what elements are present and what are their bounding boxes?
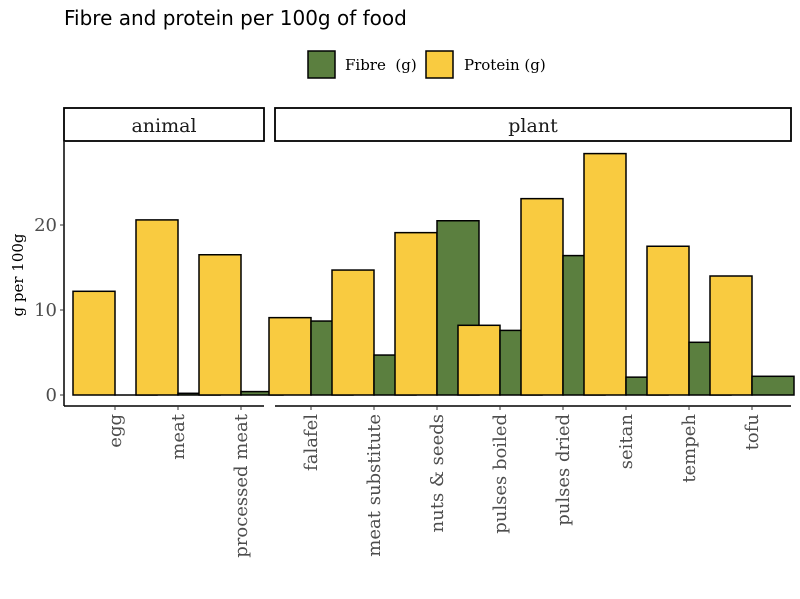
- bar-protein-egg: [72, 290, 116, 396]
- facet-label-animal: animal: [131, 115, 196, 137]
- facet-strip-plant: [274, 107, 792, 142]
- bar-fibre-tofu: [751, 375, 795, 396]
- y-tick-label: 20: [34, 215, 57, 236]
- bar-protein-pulses-boiled: [457, 324, 501, 396]
- legend-swatch-protein: [425, 50, 454, 79]
- bar-protein-nuts-seeds: [394, 231, 438, 396]
- x-tick-label: falafel: [301, 414, 322, 471]
- legend-swatch-fibre: [307, 50, 336, 79]
- y-axis-label: g per 100g: [9, 233, 27, 316]
- bar-protein-pulses-dried: [520, 197, 564, 396]
- bar-protein-meat-substitute: [331, 269, 375, 396]
- legend-label-fibre: Fibre (g): [345, 56, 417, 74]
- x-tick-label: nuts & seeds: [427, 414, 448, 532]
- x-tick-label: meat: [168, 413, 189, 459]
- x-tick-label: seitan: [616, 414, 637, 470]
- bar-protein-seitan: [583, 152, 627, 396]
- x-tick-label: tempeh: [679, 414, 700, 483]
- x-tick-label: meat substitute: [364, 414, 385, 557]
- bar-protein-processed-meat: [198, 254, 242, 396]
- bar-protein-tempeh: [646, 245, 690, 396]
- legend-label-protein: Protein (g): [464, 56, 546, 74]
- y-tick-label: 0: [46, 385, 57, 406]
- bar-protein-tofu: [709, 275, 753, 396]
- x-tick-label: tofu: [742, 414, 763, 450]
- legend: Fibre (g) Protein (g): [307, 50, 546, 79]
- x-tick-label: processed meat: [231, 413, 252, 558]
- bar-protein-meat: [135, 219, 179, 396]
- facet-label-plant: plant: [508, 115, 558, 137]
- bar-protein-falafel: [268, 316, 312, 396]
- y-tick-label: 10: [34, 300, 57, 321]
- x-tick-label: egg: [105, 414, 126, 448]
- chart-title: Fibre and protein per 100g of food: [64, 6, 407, 30]
- x-tick-label: pulses dried: [553, 414, 574, 526]
- facet-strip-animal: [63, 107, 265, 142]
- x-tick-label: pulses boiled: [490, 414, 511, 534]
